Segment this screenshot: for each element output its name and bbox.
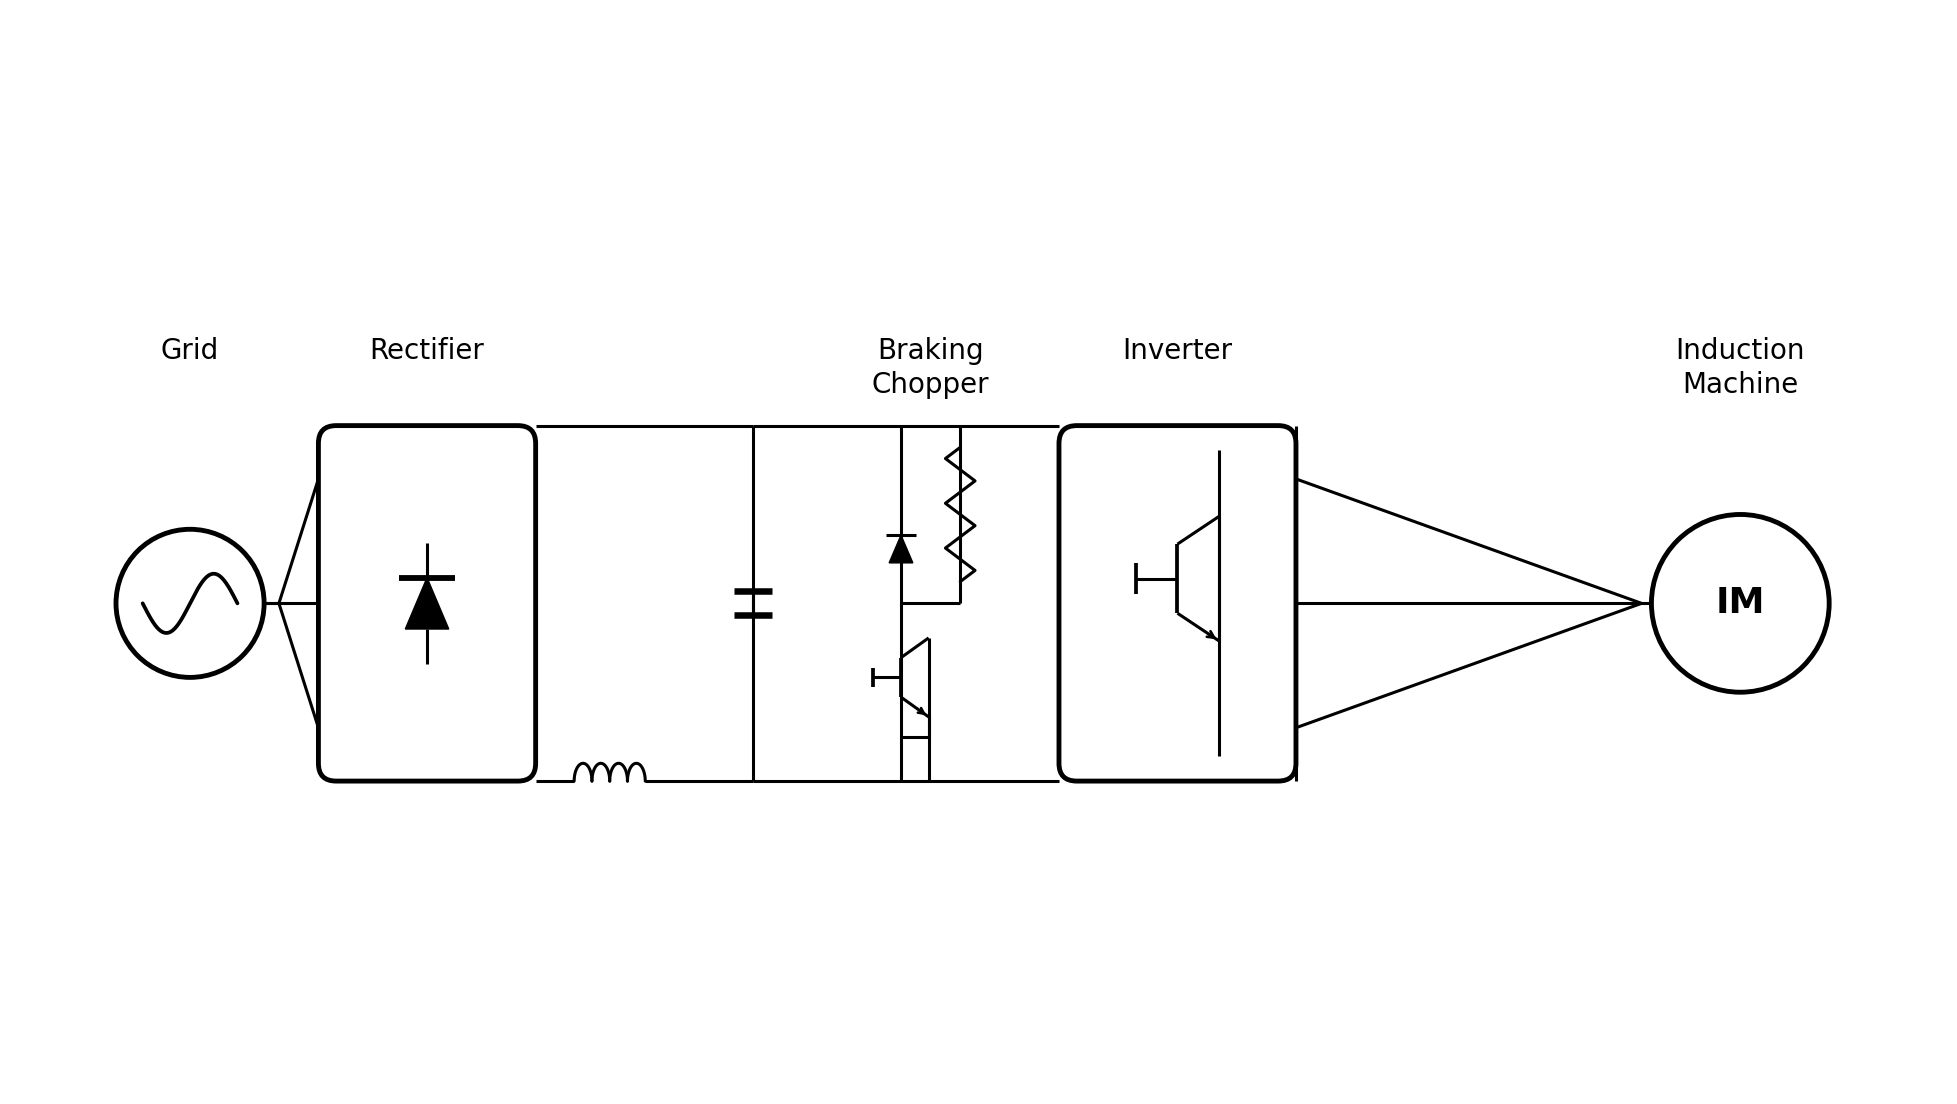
Polygon shape <box>888 535 912 563</box>
Text: Rectifier: Rectifier <box>370 337 483 364</box>
Text: Induction
Machine: Induction Machine <box>1675 337 1804 400</box>
Text: Braking
Chopper: Braking Chopper <box>871 337 988 400</box>
Text: IM: IM <box>1714 586 1763 620</box>
Text: Inverter: Inverter <box>1121 337 1231 364</box>
Text: Grid: Grid <box>160 337 219 364</box>
Polygon shape <box>405 577 448 629</box>
